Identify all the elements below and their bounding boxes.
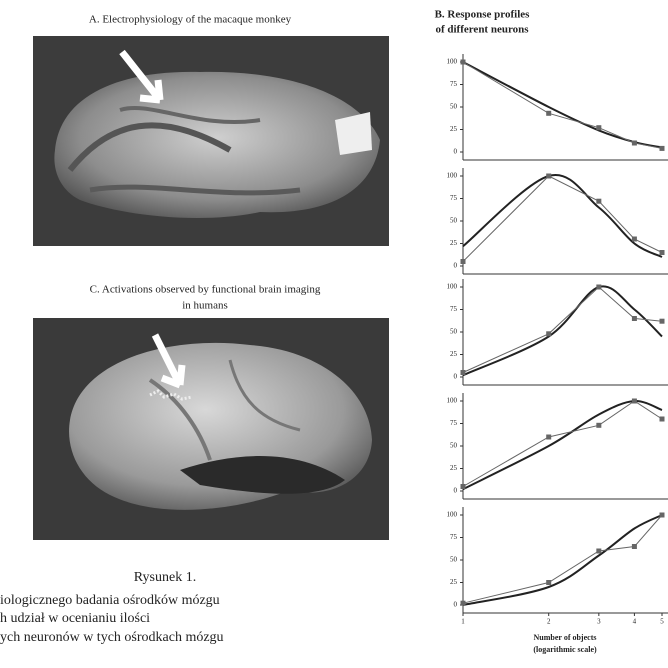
y-tick-label: 25 (450, 578, 458, 586)
fit-curve (462, 514, 663, 606)
panel-b-title: B. Response profiles (435, 9, 531, 21)
x-axis-label: (logarithmic scale) (533, 645, 597, 654)
data-point (546, 434, 552, 440)
x-tick-label: 3 (597, 618, 601, 626)
x-axis-label: Number of objects (534, 633, 597, 642)
y-tick-label: 50 (450, 556, 458, 564)
y-tick-label: 50 (450, 217, 458, 225)
data-point (460, 259, 466, 264)
fit-curve (462, 399, 663, 491)
y-tick-label: 50 (450, 103, 458, 111)
response-chart: 0 25 50 75 100 (447, 279, 668, 386)
data-point (659, 512, 665, 518)
y-tick-label: 75 (450, 533, 458, 541)
y-tick-label: 0 (454, 148, 458, 156)
y-tick-label: 100 (447, 58, 458, 66)
fit-curve (462, 285, 663, 377)
data-point (596, 198, 602, 204)
y-tick-label: 75 (450, 305, 458, 313)
y-tick-label: 0 (454, 373, 458, 381)
caption-label: Rysunek 1. (134, 570, 196, 585)
y-tick-label: 100 (447, 511, 458, 519)
data-point (596, 548, 602, 554)
y-tick-label: 50 (450, 442, 458, 450)
y-tick-label: 25 (450, 464, 458, 472)
caption-line: iologicznego badania ośrodków mózgu (0, 593, 220, 608)
y-tick-label: 50 (450, 328, 458, 336)
panel-a-title: A. Electrophysiology of the macaque monk… (89, 14, 292, 26)
y-tick-label: 75 (450, 419, 458, 427)
panel-c-title: in humans (182, 300, 228, 312)
fit-curve (462, 61, 663, 149)
panel-c-title: C. Activations observed by functional br… (90, 284, 321, 296)
response-chart: 0 25 50 75 100 1 2 3 4 5 Number of objects (logarit… (447, 507, 668, 654)
x-tick-label: 4 (633, 618, 637, 626)
caption-line: h udział w ocenianiu ilości (0, 611, 150, 626)
response-chart: 0 25 50 75 100 (447, 168, 668, 275)
caption-line: ych neuronów w tych ośrodkach mózgu (0, 630, 224, 645)
human-brain-image (33, 318, 389, 540)
measured-line (462, 61, 663, 149)
y-tick-label: 0 (454, 262, 458, 270)
data-point (659, 145, 665, 151)
data-point (659, 318, 665, 324)
y-tick-label: 0 (454, 487, 458, 495)
measured-line (462, 286, 663, 373)
data-point (460, 484, 466, 489)
monkey-brain-image (33, 36, 389, 246)
x-tick-label: 2 (547, 618, 551, 626)
data-point (460, 59, 466, 65)
data-point (659, 416, 665, 422)
x-tick-label: 5 (660, 618, 664, 626)
data-point (546, 173, 552, 179)
data-point (546, 580, 552, 585)
data-point (631, 398, 637, 404)
panel-b-title: of different neurons (435, 24, 529, 36)
data-point (596, 125, 602, 131)
response-chart: 0 25 50 75 100 (447, 393, 668, 500)
y-tick-label: 100 (447, 172, 458, 180)
data-point (631, 236, 637, 242)
y-tick-label: 100 (447, 283, 458, 291)
data-point (460, 600, 466, 606)
data-point (546, 331, 552, 337)
data-point (631, 316, 637, 321)
data-point (596, 284, 602, 290)
y-tick-label: 100 (447, 397, 458, 405)
data-point (460, 370, 466, 375)
y-tick-label: 0 (454, 601, 458, 609)
y-tick-label: 75 (450, 80, 458, 88)
y-tick-label: 25 (450, 350, 458, 358)
data-point (631, 140, 637, 146)
data-point (659, 250, 665, 255)
y-tick-label: 25 (450, 125, 458, 133)
y-tick-label: 75 (450, 194, 458, 202)
y-tick-label: 25 (450, 239, 458, 247)
x-tick-label: 1 (461, 618, 465, 626)
fit-curve (462, 174, 663, 258)
data-point (546, 110, 552, 116)
data-point (596, 422, 602, 428)
response-chart: 0 25 50 75 100 (447, 54, 668, 161)
measured-line (462, 514, 663, 604)
data-point (631, 544, 637, 549)
